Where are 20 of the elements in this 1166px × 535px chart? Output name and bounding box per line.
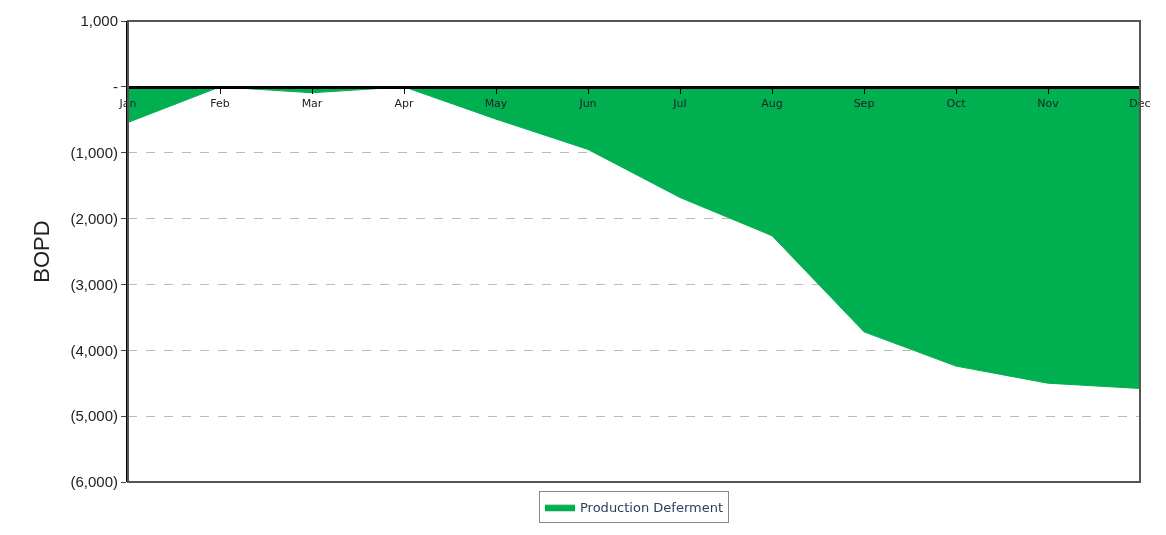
y-tick-label: (6,000) <box>70 473 118 491</box>
x-tick-label: Oct <box>946 97 967 111</box>
x-tick-label: Mar <box>301 97 323 111</box>
y-tick-label: (1,000) <box>70 143 118 161</box>
y-tick-label: (2,000) <box>70 209 118 227</box>
x-tick-label: Aug <box>761 97 783 111</box>
x-tick-label: Jul <box>672 97 687 111</box>
legend-label: Production Deferment <box>580 500 723 516</box>
x-tick-label: Feb <box>210 97 230 111</box>
y-tick-label: 1,000 <box>80 12 118 30</box>
y-tick-label: (4,000) <box>70 341 118 359</box>
x-tick-label: Nov <box>1037 97 1060 111</box>
y-tick-label: - <box>113 78 118 96</box>
y-tick-label: (3,000) <box>70 275 118 293</box>
x-tick-label: Sep <box>853 97 875 111</box>
x-tick-label: Jun <box>578 97 597 111</box>
x-tick-label: Apr <box>394 97 414 111</box>
x-tick-label: May <box>484 97 508 111</box>
y-axis-title: BOPD <box>28 220 54 283</box>
y-tick-label: (5,000) <box>70 407 118 425</box>
